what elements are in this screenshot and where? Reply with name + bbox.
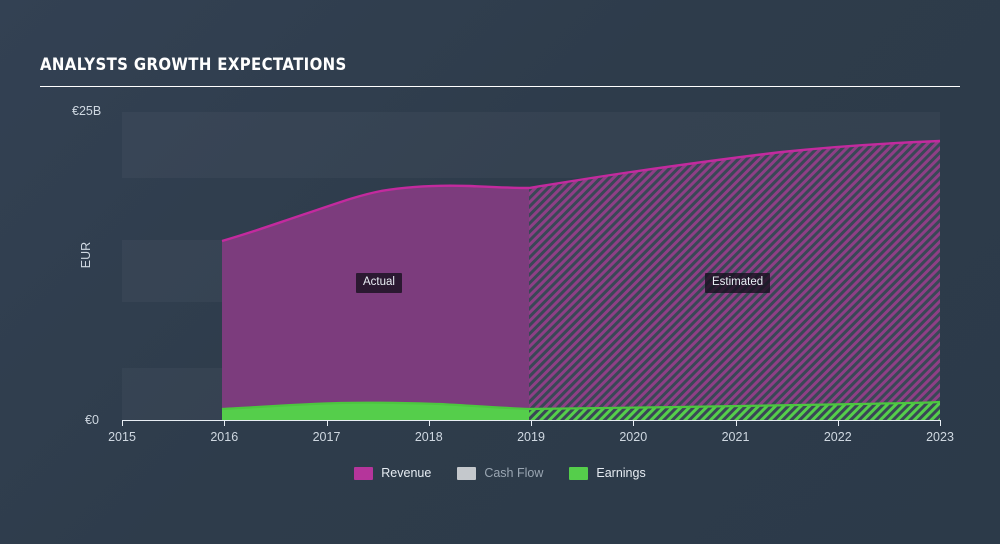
y-axis-max-label: €25B [72,104,102,118]
x-axis-tick-mark [326,420,328,426]
page-title: ANALYSTS GROWTH EXPECTATIONS [40,55,347,75]
legend-swatch-icon [354,466,374,480]
chart-legend: Revenue Cash Flow Earnings [0,466,1000,480]
earnings-line [221,400,941,411]
x-axis-tick-mark [428,420,430,426]
x-axis-tick-mark [224,420,226,426]
earnings-area-estimated [529,402,940,420]
revenue-area-actual [222,185,529,420]
x-axis-tick-mark [837,420,839,426]
x-axis-tick-label: 2019 [517,430,545,444]
legend-item-revenue[interactable]: Revenue [354,466,431,480]
legend-item-earnings[interactable]: Earnings [569,466,646,480]
x-axis-tick-label: 2017 [312,430,341,444]
legend-swatch-icon [569,466,589,480]
x-axis-tick-mark [122,420,123,426]
earnings-area-actual [222,402,529,420]
x-axis-tick-label: 2016 [210,430,239,444]
x-axis-tick-mark [633,420,635,426]
chart-header: ANALYSTS GROWTH EXPECTATIONS [40,55,960,87]
legend-label: Cash Flow [484,466,544,480]
x-axis-tick-mark [531,420,532,426]
y-axis-title: EUR [79,241,94,269]
x-axis-tick-label: 2021 [721,430,750,444]
title-divider [40,86,960,87]
legend-label: Revenue [381,466,432,480]
x-axis-tick-label: 2018 [414,430,443,444]
legend-item-cash-flow[interactable]: Cash Flow [457,466,543,480]
annotation-estimated: Estimated [705,273,771,293]
x-axis-tick-label: 2020 [619,430,648,444]
y-axis-zero-label: €0 [85,413,99,427]
x-axis-tick-mark [940,420,941,426]
revenue-line [221,139,941,243]
legend-swatch-icon [457,466,477,480]
legend-label: Earnings [596,466,646,480]
x-axis-tick-label: 2015 [108,430,136,444]
x-axis-tick-label: 2022 [823,430,852,444]
x-axis-tick-label: 2023 [926,430,954,444]
annotation-actual: Actual [356,273,402,293]
x-axis-tick-mark [735,420,737,426]
